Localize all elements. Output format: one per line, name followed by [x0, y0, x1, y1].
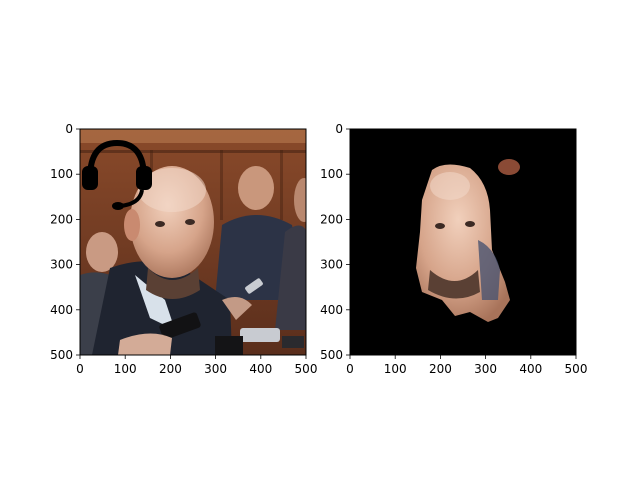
mask-image — [350, 129, 576, 355]
right-y-tick-label: 500 — [320, 348, 343, 362]
right-y-tick-label: 0 — [335, 122, 343, 136]
left-axes-frame — [79, 128, 307, 356]
right-x-tick-label: 500 — [565, 362, 588, 376]
right-x-tick-label: 300 — [474, 362, 497, 376]
left-y-tick-label: 0 — [65, 122, 73, 136]
left-x-tick-label: 500 — [295, 362, 318, 376]
right-y-tick-label: 200 — [320, 212, 343, 226]
right-y-tick-label: 300 — [320, 258, 343, 272]
left-x-tick-label: 0 — [76, 362, 84, 376]
left-x-tick-label: 300 — [204, 362, 227, 376]
left-y-tick-label: 200 — [50, 212, 73, 226]
left-y-tick-label: 300 — [50, 258, 73, 272]
left-y-tick-label: 400 — [50, 303, 73, 317]
right-y-tick-label: 400 — [320, 303, 343, 317]
photo-image — [80, 129, 306, 355]
left-x-tick-label: 100 — [114, 362, 137, 376]
right-x-tick-label: 200 — [429, 362, 452, 376]
left-y-tick-label: 100 — [50, 167, 73, 181]
left-y-tick-label: 500 — [50, 348, 73, 362]
right-axes-frame — [349, 128, 577, 356]
right-x-tick-label: 400 — [519, 362, 542, 376]
right-y-tick-label: 100 — [320, 167, 343, 181]
left-x-tick-label: 200 — [159, 362, 182, 376]
right-x-tick-label: 0 — [346, 362, 354, 376]
right-x-tick-label: 100 — [384, 362, 407, 376]
left-x-tick-label: 400 — [249, 362, 272, 376]
